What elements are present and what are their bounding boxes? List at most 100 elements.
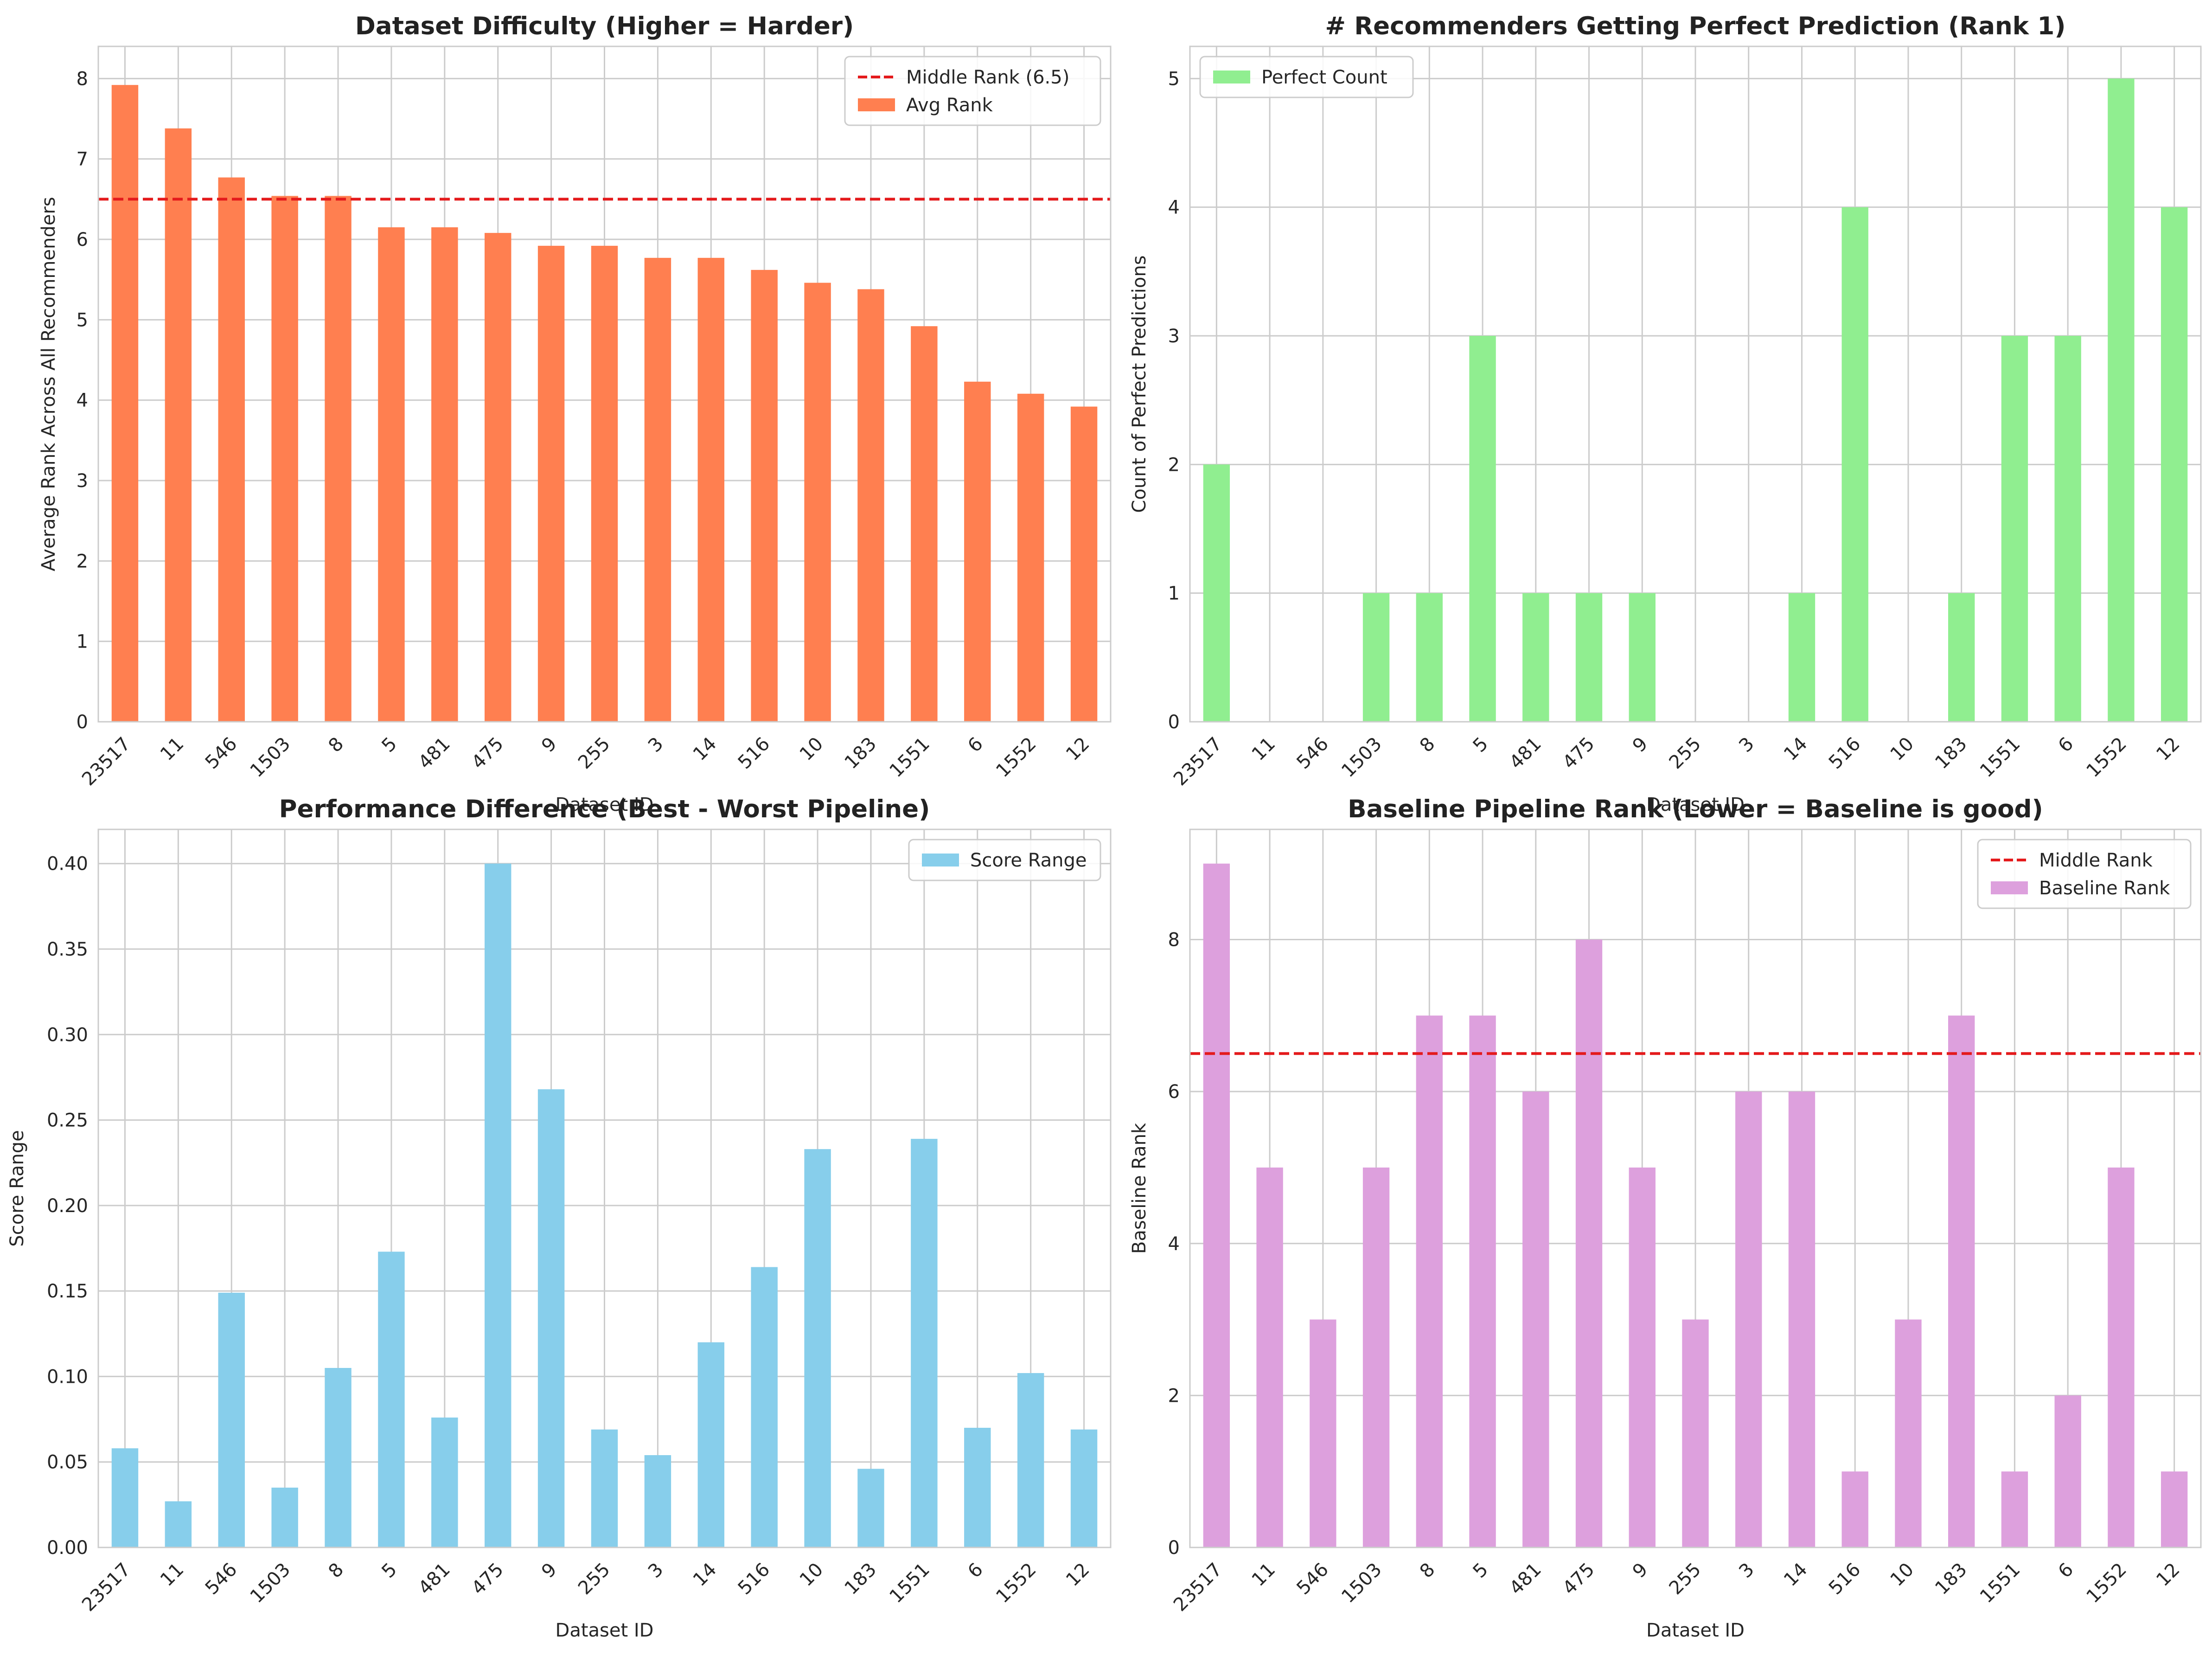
- axes-frame: [1189, 828, 2202, 1548]
- axes-frame: [97, 45, 1112, 723]
- bar: [1841, 207, 1868, 722]
- x-axis-label: Dataset ID: [1646, 794, 1745, 815]
- bar: [537, 1089, 565, 1547]
- bar: [1575, 593, 1603, 722]
- bar: [1575, 939, 1603, 1547]
- legend-box: [1199, 56, 1414, 98]
- bar: [2108, 78, 2135, 722]
- legend-label: Middle Rank (6.5): [906, 67, 1069, 88]
- y-tick-label: 0: [1168, 712, 1180, 733]
- bar: [1522, 593, 1549, 722]
- legend-swatch-bar: [1213, 71, 1250, 83]
- bar: [218, 177, 245, 722]
- bar: [644, 257, 671, 722]
- bar: [697, 257, 725, 722]
- legend-box: [844, 56, 1101, 126]
- y-tick-label: 2: [1168, 454, 1180, 475]
- bar: [1948, 1015, 1975, 1547]
- bar: [1469, 1015, 1496, 1547]
- bar: [1416, 593, 1443, 722]
- legend-label: Score Range: [970, 850, 1087, 871]
- y-tick-label: 3: [77, 470, 88, 492]
- bar: [1629, 1167, 1656, 1547]
- y-tick-label: 7: [77, 149, 88, 170]
- bar: [378, 1252, 405, 1547]
- y-tick-label: 6: [77, 229, 88, 250]
- legend-label: Middle Rank: [2039, 850, 2153, 871]
- chart-panel-score-range: 0.000.050.100.150.200.250.300.350.402351…: [6, 795, 1112, 1641]
- y-axis-label: Count of Perfect Predictions: [1129, 255, 1150, 513]
- bar: [325, 196, 352, 722]
- bar: [644, 1455, 671, 1547]
- bar: [325, 1368, 352, 1547]
- bar: [1310, 1319, 1336, 1547]
- y-tick-label: 3: [1168, 326, 1180, 347]
- chart-title: Dataset Difficulty (Higher = Harder): [355, 12, 854, 40]
- y-tick-label: 4: [1168, 1233, 1180, 1255]
- bar: [1416, 1015, 1443, 1547]
- bar: [1841, 1471, 1868, 1547]
- y-tick-label: 5: [1168, 68, 1180, 90]
- y-tick-label: 0.05: [47, 1452, 88, 1473]
- bar: [271, 196, 298, 722]
- bar: [1948, 593, 1975, 722]
- y-tick-label: 6: [1168, 1081, 1180, 1103]
- legend: Perfect Count: [1199, 56, 1414, 98]
- legend-swatch-bar: [1991, 881, 2028, 894]
- y-tick-label: 0.25: [47, 1110, 88, 1131]
- bar: [591, 1429, 618, 1547]
- bar: [2054, 1395, 2081, 1547]
- bar: [751, 1267, 778, 1547]
- chart-title: Performance Difference (Best - Worst Pip…: [279, 795, 930, 823]
- legend-swatch-bar: [922, 854, 959, 867]
- y-tick-label: 8: [77, 68, 88, 90]
- bar: [1469, 336, 1496, 722]
- bar: [271, 1488, 298, 1547]
- bar: [857, 1469, 884, 1547]
- bar: [1895, 1319, 1922, 1547]
- bar: [697, 1342, 725, 1547]
- bar: [2001, 336, 2028, 722]
- bar: [591, 245, 618, 722]
- bar: [2054, 336, 2081, 722]
- bar: [964, 1428, 991, 1547]
- x-axis-label: Dataset ID: [556, 794, 654, 815]
- bar: [911, 1139, 938, 1547]
- bar: [111, 1448, 139, 1547]
- bar: [857, 289, 884, 722]
- bar: [1362, 1167, 1390, 1547]
- y-tick-label: 5: [77, 309, 88, 331]
- axes-frame: [97, 828, 1112, 1548]
- y-tick-label: 2: [1168, 1385, 1180, 1406]
- bar: [537, 245, 565, 722]
- y-tick-label: 0.35: [47, 939, 88, 960]
- y-tick-label: 0: [77, 712, 88, 733]
- bar: [218, 1292, 245, 1547]
- y-tick-label: 4: [1168, 197, 1180, 218]
- bar: [804, 282, 831, 722]
- y-tick-label: 1: [77, 631, 88, 653]
- bar: [431, 1417, 458, 1547]
- bar: [1203, 464, 1230, 722]
- bar: [378, 227, 405, 722]
- bar: [165, 128, 192, 722]
- y-tick-label: 0: [1168, 1537, 1180, 1559]
- bar: [1070, 406, 1098, 722]
- bar: [1070, 1429, 1098, 1547]
- bar: [1629, 593, 1656, 722]
- x-axis-label: Dataset ID: [556, 1620, 654, 1641]
- legend-box: [1977, 839, 2192, 909]
- y-tick-label: 0.30: [47, 1024, 88, 1046]
- y-axis-label: Average Rank Across All Recommenders: [38, 197, 59, 571]
- y-axis-label: Score Range: [6, 1130, 28, 1247]
- chart-title: # Recommenders Getting Perfect Predictio…: [1325, 12, 2065, 40]
- y-tick-label: 8: [1168, 930, 1180, 951]
- bar: [1682, 1319, 1709, 1547]
- x-axis-label: Dataset ID: [1646, 1620, 1745, 1641]
- legend-swatch-bar: [858, 98, 895, 111]
- bar: [2001, 1471, 2028, 1547]
- bar: [1522, 1091, 1549, 1547]
- bar: [2161, 1471, 2188, 1547]
